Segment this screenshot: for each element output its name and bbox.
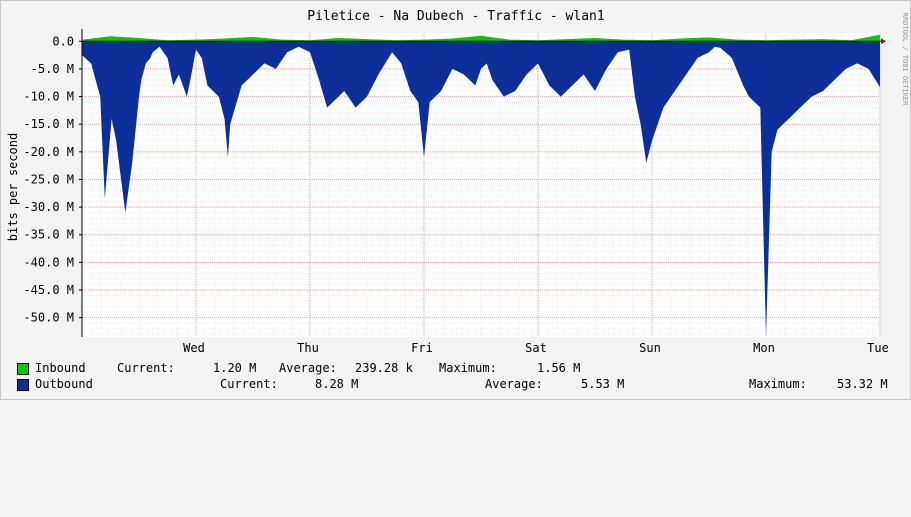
y-tick-label: -35.0 M — [23, 228, 74, 242]
outbound-maximum-label: Maximum: — [749, 377, 807, 391]
rrdtool-watermark: RRDTOOL / TOBI OETIKER — [901, 13, 909, 107]
outbound-swatch — [17, 379, 29, 391]
axes — [81, 29, 886, 337]
x-tick-label: Thu — [297, 341, 319, 355]
series-area-outbound — [82, 41, 880, 336]
y-tick-label: -30.0 M — [23, 200, 74, 214]
y-tick-label: -5.0 M — [31, 62, 74, 76]
chart-title: Piletice - Na Dubech - Traffic - wlan1 — [307, 9, 604, 24]
x-tick-label: Mon — [753, 341, 775, 355]
x-tick-label: Wed — [183, 341, 205, 355]
y-tick-label: -50.0 M — [23, 311, 74, 325]
y-tick-label: -20.0 M — [23, 145, 74, 159]
inbound-label: Inbound — [35, 361, 86, 375]
y-axis-label: bits per second — [6, 133, 20, 241]
y-tick-label: -10.0 M — [23, 90, 74, 104]
outbound-maximum-value: 53.32 M — [837, 377, 888, 391]
x-tick-label: Fri — [411, 341, 433, 355]
outbound-average-label: Average: — [485, 377, 543, 391]
x-tick-label: Sat — [525, 341, 547, 355]
outbound-label: Outbound — [35, 377, 93, 391]
x-tick-labels: Wed Thu Fri Sat Sun Mon Tue — [183, 341, 889, 355]
inbound-average-value: 239.28 k — [355, 361, 413, 375]
x-axis-arrow — [881, 38, 886, 45]
inbound-maximum-value: 1.56 M — [537, 361, 581, 375]
y-tick-label: -25.0 M — [23, 172, 74, 186]
y-tick-label: -15.0 M — [23, 117, 74, 131]
legend-row-outbound: Outbound Current: 8.28 M Average: 5.53 M… — [17, 377, 888, 393]
outbound-current-label: Current: — [220, 377, 278, 391]
outbound-current-value: 8.28 M — [315, 377, 359, 391]
series-area-inbound — [82, 34, 880, 42]
y-tick-label: -40.0 M — [23, 255, 74, 269]
inbound-current-value: 1.20 M — [213, 361, 257, 375]
inbound-average-label: Average: — [279, 361, 337, 375]
traffic-chart: 0.0 -5.0 M -10.0 M -15.0 M -20.0 M -25.0 M -30… — [6, 9, 909, 355]
inbound-current-label: Current: — [117, 361, 175, 375]
y-tick-label: -45.0 M — [23, 283, 74, 297]
graph-frame: 0.0 -5.0 M -10.0 M -15.0 M -20.0 M -25.0 M -30… — [0, 0, 911, 400]
outbound-average-value: 5.53 M — [581, 377, 625, 391]
series-areas — [82, 34, 880, 336]
x-tick-label: Tue — [867, 341, 889, 355]
y-tick-label: 0.0 — [52, 34, 74, 48]
y-tick-labels: 0.0 -5.0 M -10.0 M -15.0 M -20.0 M -25.0 M -30… — [23, 34, 82, 325]
legend-row-inbound: Inbound Current: 1.20 M Average: 239.28 … — [17, 361, 580, 377]
legend: Inbound Current: 1.20 M Average: 239.28 … — [17, 361, 907, 397]
inbound-maximum-label: Maximum: — [439, 361, 497, 375]
inbound-swatch — [17, 363, 29, 375]
x-tick-label: Sun — [639, 341, 661, 355]
